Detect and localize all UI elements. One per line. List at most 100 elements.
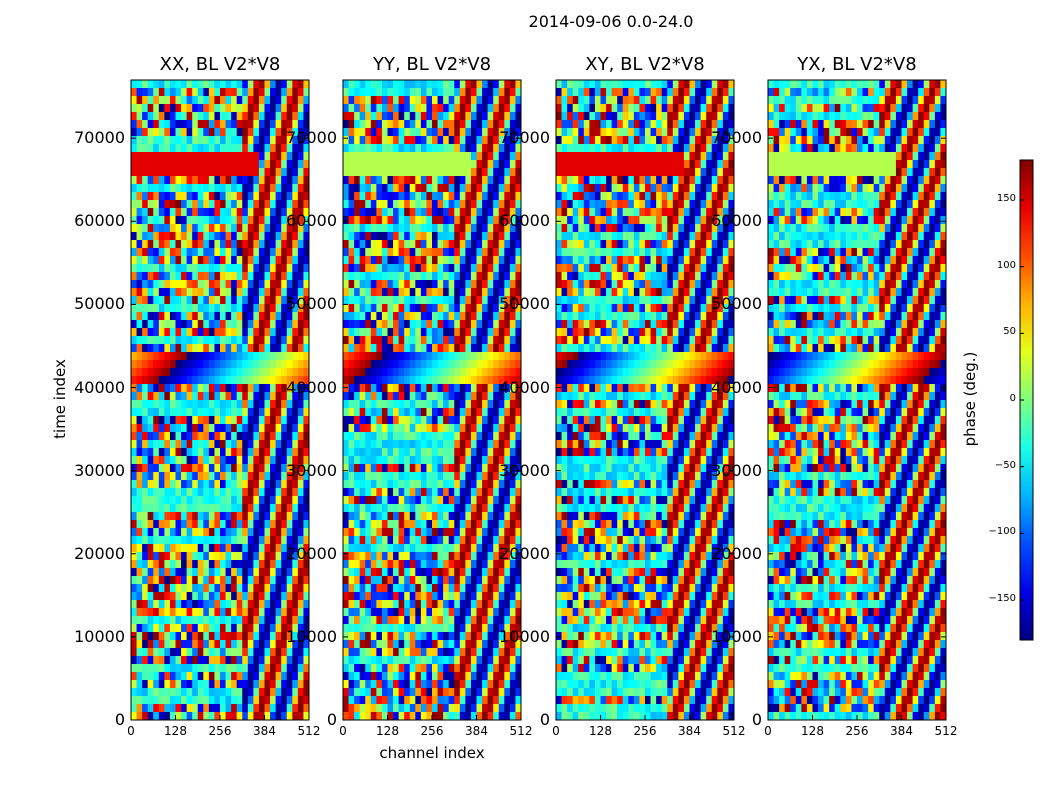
heatmap-cell [504, 544, 511, 553]
heatmap-cell [487, 288, 494, 297]
heatmap-cell [169, 112, 176, 121]
heatmap-cell [153, 568, 160, 577]
heatmap-cell [398, 264, 405, 273]
heatmap-cell [258, 400, 265, 409]
heatmap-cell [297, 208, 304, 217]
heatmap-cell [487, 512, 494, 521]
heatmap-cell [153, 408, 160, 417]
heatmap-cell [264, 560, 271, 569]
heatmap-cell [231, 576, 238, 585]
heatmap-cell [437, 320, 444, 329]
heatmap-cell [275, 280, 282, 289]
heatmap-cell [470, 344, 477, 353]
heatmap-cell [231, 528, 238, 537]
heatmap-cell [142, 312, 149, 321]
heatmap-cell [142, 384, 149, 393]
heatmap-cell [197, 552, 204, 561]
heatmap-cell [225, 256, 232, 265]
heatmap-cell [393, 472, 400, 481]
heatmap-cell [142, 272, 149, 281]
heatmap-cell [208, 624, 215, 633]
heatmap-cell [465, 512, 472, 521]
heatmap-cell [365, 272, 372, 281]
heatmap-cell [415, 376, 422, 385]
heatmap-cell [253, 336, 260, 345]
heatmap-cell [197, 624, 204, 633]
heatmap-cell [465, 448, 472, 457]
heatmap-cell [393, 544, 400, 553]
heatmap-cell [470, 336, 477, 345]
heatmap-cell [343, 184, 350, 193]
heatmap-cell [275, 640, 282, 649]
heatmap-cell [131, 368, 138, 377]
heatmap-cell [286, 440, 293, 449]
heatmap-cell [186, 152, 193, 161]
heatmap-cell [225, 160, 232, 169]
heatmap-cell [359, 432, 366, 441]
heatmap-cell [247, 424, 254, 433]
heatmap-cell [454, 216, 461, 225]
heatmap-cell [409, 328, 416, 337]
heatmap-cell [470, 240, 477, 249]
heatmap-cell [236, 160, 243, 169]
heatmap-cell [231, 624, 238, 633]
heatmap-cell [487, 168, 494, 177]
heatmap-cell [370, 424, 377, 433]
heatmap-cell [459, 536, 466, 545]
heatmap-cell [147, 496, 154, 505]
heatmap-cell [498, 528, 505, 537]
heatmap-cell [214, 680, 221, 689]
heatmap-cell [186, 680, 193, 689]
heatmap-cell [220, 552, 227, 561]
heatmap-cell [208, 96, 215, 105]
heatmap-cell [147, 432, 154, 441]
heatmap-cell [153, 264, 160, 273]
heatmap-cell [443, 192, 450, 201]
heatmap-cell [297, 712, 304, 720]
heatmap-cell [465, 336, 472, 345]
heatmap-cell [465, 96, 472, 105]
heatmap-cell [420, 664, 427, 673]
heatmap-cell [153, 480, 160, 489]
heatmap-cell [203, 136, 210, 145]
heatmap-cell [432, 200, 439, 209]
heatmap-cell [236, 296, 243, 305]
heatmap-cell [270, 264, 277, 273]
heatmap-cell [292, 576, 299, 585]
heatmap-cell [415, 96, 422, 105]
heatmap-cell [164, 600, 171, 609]
heatmap-cell [220, 144, 227, 153]
heatmap-cell [409, 144, 416, 153]
heatmap-cell [409, 120, 416, 129]
heatmap-cell [297, 528, 304, 537]
heatmap-cell [142, 400, 149, 409]
heatmap-cell [348, 360, 355, 369]
heatmap-cell [359, 168, 366, 177]
heatmap-cell [158, 416, 165, 425]
heatmap-cell [142, 664, 149, 673]
heatmap-cell [370, 232, 377, 241]
heatmap-cell [164, 304, 171, 313]
heatmap-cell [247, 400, 254, 409]
heatmap-cell [253, 648, 260, 657]
heatmap-cell [247, 280, 254, 289]
heatmap-cell [303, 600, 309, 609]
heatmap-cell [242, 528, 249, 537]
heatmap-cell [225, 192, 232, 201]
heatmap-cell [197, 528, 204, 537]
heatmap-cell [409, 528, 416, 537]
heatmap-cell [158, 136, 165, 145]
heatmap-cell [493, 512, 500, 521]
heatmap-cell [231, 712, 238, 720]
heatmap-cell [393, 328, 400, 337]
heatmap-cell [426, 440, 433, 449]
heatmap-cell [147, 304, 154, 313]
heatmap-cell [470, 672, 477, 681]
heatmap-cell [487, 112, 494, 121]
heatmap-cell [264, 544, 271, 553]
heatmap-cell [175, 528, 182, 537]
heatmap-cell [498, 352, 505, 361]
heatmap-cell [303, 224, 309, 233]
heatmap-cell [303, 488, 309, 497]
heatmap-cell [247, 456, 254, 465]
